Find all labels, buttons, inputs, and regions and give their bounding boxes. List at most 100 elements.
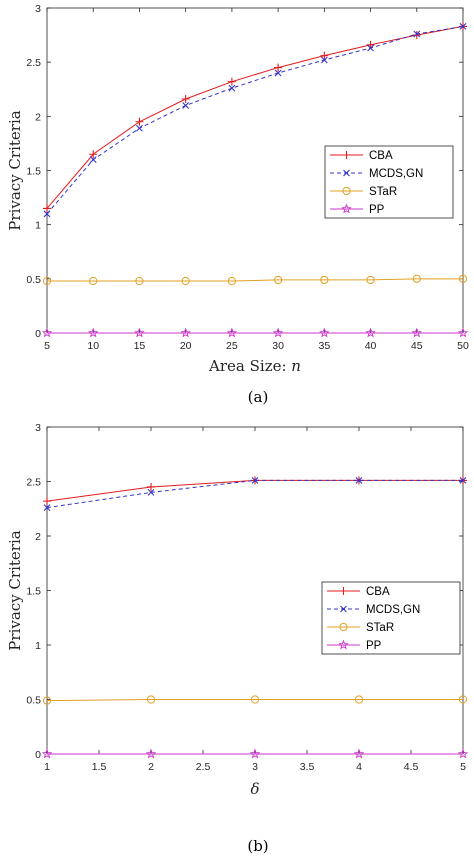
legend: CBA MCDS,GN STaR PP: [321, 581, 461, 655]
data-point: [135, 117, 144, 126]
data-point: [320, 275, 329, 285]
x-axis-label-text: Area Size:: [208, 357, 291, 375]
y-axis-label: Privacy Criteria: [6, 110, 24, 230]
data-point: [181, 276, 190, 286]
x-axis-label: Area Size: n: [208, 357, 301, 375]
y-tick-label: 2: [35, 531, 41, 543]
data-point: [353, 748, 365, 759]
x-tick-label: 4.5: [404, 761, 419, 773]
y-tick-label: 3: [35, 3, 41, 15]
x-axis-label-variable: δ: [250, 780, 259, 798]
x-tick-label: 1: [44, 761, 50, 773]
data-point: [412, 274, 421, 283]
series-line: [46, 25, 464, 209]
data-point: [89, 150, 98, 159]
data-point: [457, 748, 469, 759]
data-point: [89, 156, 97, 164]
data-point: [459, 23, 467, 30]
legend-entry: STaR: [366, 622, 394, 634]
series-line: [47, 278, 463, 282]
data-point: [274, 69, 282, 77]
legend-entry: CBA: [369, 150, 393, 162]
y-tick-label: 2.5: [26, 477, 41, 489]
data-point: [182, 102, 190, 109]
y-tick-label: 1.5: [26, 586, 41, 598]
series-mcds-gn: [43, 477, 467, 512]
data-point: [250, 695, 260, 704]
y-tick-label: 0: [35, 749, 41, 761]
y-tick-label: 0.5: [26, 695, 41, 707]
panel-caption: (b): [247, 837, 268, 855]
data-point: [146, 695, 156, 704]
x-tick-label: 4: [356, 761, 362, 773]
data-point: [43, 204, 51, 213]
data-point: [249, 748, 261, 759]
x-tick-label: 5: [460, 761, 466, 773]
x-tick-label: 3: [252, 761, 258, 773]
legend-entry: MCDS,GN: [369, 168, 423, 180]
data-point: [320, 51, 329, 60]
y-tick-label: 3: [35, 422, 41, 434]
x-tick-label: 1.5: [92, 761, 107, 773]
legend-entry: CBA: [366, 586, 390, 598]
x-tick-label: 5: [44, 340, 50, 352]
data-point: [147, 489, 155, 496]
data-point: [42, 696, 52, 705]
x-tick-label: 35: [318, 340, 330, 352]
data-point: [181, 95, 190, 103]
data-point: [413, 30, 421, 38]
x-tick-label: 30: [272, 340, 284, 352]
data-point: [43, 210, 51, 218]
series-star: [42, 695, 468, 705]
series-mcds-gn: [43, 23, 467, 218]
data-point: [227, 276, 236, 286]
legend-box: [321, 581, 461, 655]
data-point: [251, 477, 259, 484]
chart-panel-a: 5 10 15 20 25 30 35 40 45 50 0 0.5 1 1.5 2 2.5 3 Privacy …: [6, 3, 469, 406]
data-point: [367, 44, 374, 52]
data-point: [411, 327, 422, 338]
legend-entry: MCDS,GN: [366, 604, 420, 616]
data-point: [366, 275, 375, 285]
data-point: [457, 327, 469, 338]
data-point: [355, 477, 363, 484]
data-point: [41, 327, 53, 338]
x-tick-label: 20: [180, 340, 192, 352]
x-tick-label: 40: [365, 340, 377, 352]
y-tick-label: 2: [35, 111, 41, 123]
series-star: [42, 274, 468, 286]
legend-marker: [338, 639, 349, 650]
y-tick-label: 2.5: [26, 57, 41, 69]
data-point: [458, 695, 468, 704]
x-axis-label: δ: [250, 780, 259, 798]
legend-marker: [339, 622, 348, 632]
data-point: [41, 748, 53, 759]
data-point: [272, 327, 284, 338]
x-tick-label: 10: [87, 340, 99, 352]
series-pp: [41, 748, 469, 759]
data-point: [43, 497, 51, 506]
legend-entry: PP: [369, 204, 385, 216]
y-tick-label: 0.5: [26, 274, 41, 286]
legend-marker: [342, 186, 351, 196]
data-point: [43, 504, 51, 512]
data-point: [458, 274, 468, 283]
data-point: [320, 56, 328, 64]
legend-marker: [341, 203, 352, 214]
legend-entry: PP: [366, 640, 382, 652]
data-point: [145, 748, 157, 759]
data-point: [180, 327, 191, 338]
panel-caption: (a): [248, 388, 269, 406]
data-point: [228, 84, 236, 92]
x-tick-label: 3.5: [300, 761, 315, 773]
legend-marker: [343, 169, 350, 177]
data-point: [147, 482, 155, 491]
data-point: [226, 327, 238, 338]
legend-entry: STaR: [369, 186, 397, 198]
data-point: [227, 77, 236, 86]
data-point: [319, 327, 330, 338]
data-point: [42, 276, 52, 286]
x-axis-label-variable: n: [291, 357, 301, 375]
data-point: [459, 477, 467, 484]
